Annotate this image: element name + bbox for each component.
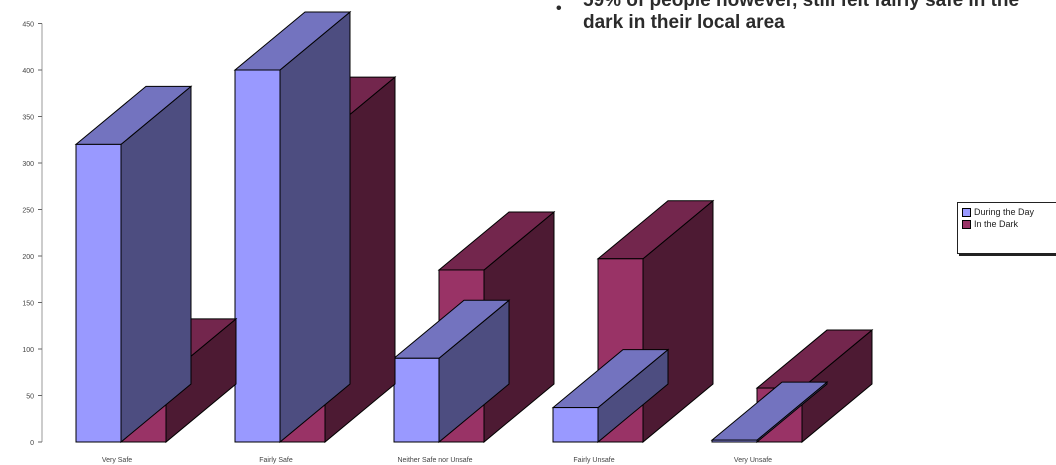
legend-swatch-dark xyxy=(962,219,971,229)
bar xyxy=(233,10,352,444)
bar-front xyxy=(552,407,599,443)
x-tick-label: Very Safe xyxy=(102,457,132,464)
y-tick-label: 150 xyxy=(22,301,34,308)
slide-text-line-2: dark in their local area xyxy=(583,12,785,33)
y-tick-label: 350 xyxy=(22,115,34,122)
x-tick-label: Neither Safe nor Unsafe xyxy=(397,457,472,464)
bar-front xyxy=(393,357,440,443)
y-axis: 0 50 100 150 200 250 300 350 400 450 xyxy=(22,22,43,447)
slide-text-line-1: 59% of people however, still felt fairly… xyxy=(583,0,1020,11)
bars xyxy=(74,10,874,444)
legend-swatch-day xyxy=(962,207,971,217)
legend-entry-dark: In the Dark xyxy=(962,218,1056,230)
y-tick-label: 400 xyxy=(22,68,34,75)
y-tick-label: 200 xyxy=(22,254,34,261)
x-tick-label: Fairly Unsafe xyxy=(573,457,614,464)
bar-side xyxy=(120,85,192,444)
legend-label-day: During the Day xyxy=(974,207,1035,217)
bar-front xyxy=(711,439,758,443)
bar-side xyxy=(279,10,351,444)
legend: During the Day In the Dark xyxy=(957,202,1056,254)
x-tick-label: Very Unsafe xyxy=(734,457,772,464)
legend-label-dark: In the Dark xyxy=(974,219,1019,229)
bullet: • xyxy=(556,0,562,17)
y-tick-label: 0 xyxy=(30,440,34,447)
y-tick-label: 450 xyxy=(22,22,34,29)
bar-front xyxy=(75,143,122,443)
bar xyxy=(392,299,511,444)
bar xyxy=(710,381,829,444)
bar xyxy=(74,85,193,444)
legend-entry-day: During the Day xyxy=(962,206,1056,218)
y-tick-label: 300 xyxy=(22,161,34,168)
x-axis: Very Safe Fairly Safe Neither Safe nor Uns… xyxy=(102,457,772,464)
y-tick-label: 100 xyxy=(22,347,34,354)
x-tick-label: Fairly Safe xyxy=(259,457,293,464)
y-tick-label: 50 xyxy=(26,394,34,401)
slide-text: • 59% of people however, still felt fair… xyxy=(556,0,1056,46)
y-tick-label: 250 xyxy=(22,208,34,215)
bar xyxy=(551,348,670,444)
bar-front xyxy=(234,69,281,443)
